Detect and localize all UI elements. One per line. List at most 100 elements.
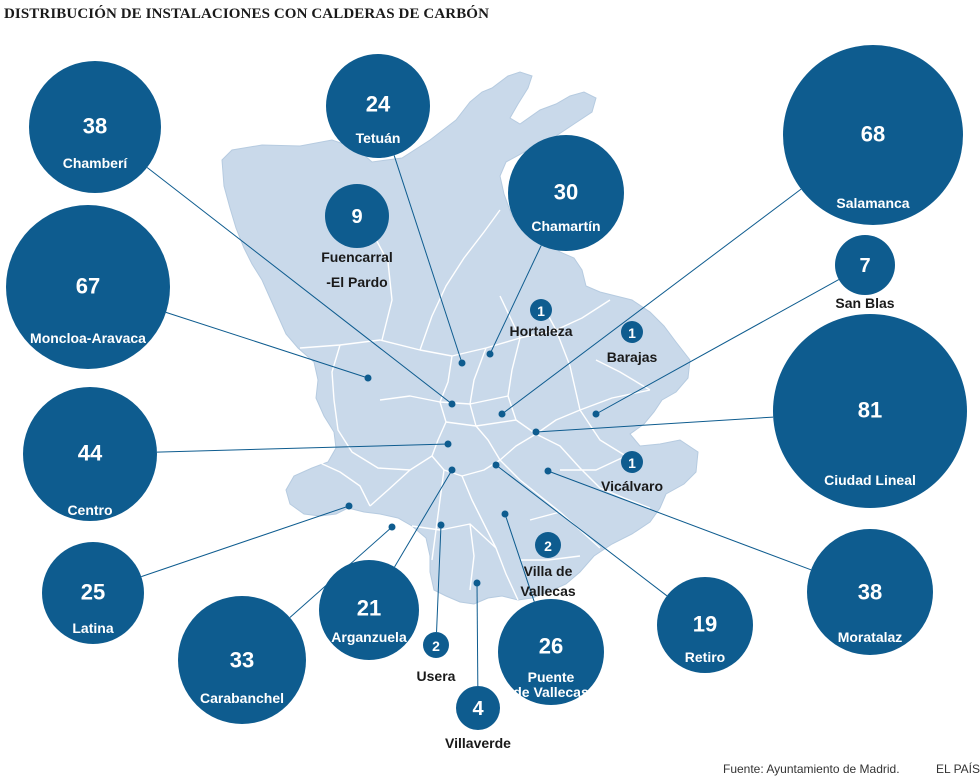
location-dot-moncloa-aravaca bbox=[364, 374, 372, 382]
leader-line-moratalaz bbox=[547, 470, 812, 571]
label-moncloa-aravaca: Moncloa-Aravaca bbox=[30, 330, 146, 346]
district-arganzuela: 21 Arganzuela bbox=[319, 560, 419, 660]
district-salamanca: 68 Salamanca bbox=[783, 45, 963, 225]
district-barajas: 1 Barajas bbox=[607, 321, 658, 365]
label-barajas: Barajas bbox=[607, 349, 658, 365]
district-ciudad-lineal: 81 Ciudad Lineal bbox=[773, 314, 967, 508]
label-chamartin: Chamartín bbox=[531, 218, 600, 234]
source-note: Fuente: Ayuntamiento de Madrid. bbox=[723, 762, 900, 776]
label-fuencarral-el-pardo-line2: -El Pardo bbox=[326, 274, 387, 290]
district-bubbles: 38Chamberí24Tetuán30Chamartín68Salamanca… bbox=[6, 45, 967, 751]
bubble-villaverde bbox=[456, 686, 500, 730]
label-salamanca: Salamanca bbox=[836, 195, 909, 211]
value-usera: 2 bbox=[432, 638, 440, 654]
leader-line-chamberi bbox=[146, 167, 453, 405]
leader-line-moncloa-aravaca bbox=[165, 311, 369, 379]
location-dot-salamanca bbox=[498, 410, 506, 418]
value-puente-de-vallecas: 26 bbox=[539, 634, 563, 659]
label-latina: Latina bbox=[72, 620, 113, 636]
label-hortaleza: Hortaleza bbox=[509, 323, 572, 339]
district-tetuan: 24 Tetuán bbox=[326, 54, 430, 158]
leader-line-salamanca bbox=[501, 188, 802, 415]
value-ciudad-lineal: 81 bbox=[858, 398, 882, 423]
label-carabanchel: Carabanchel bbox=[200, 690, 284, 706]
value-san-blas: 7 bbox=[859, 255, 870, 277]
district-moratalaz: 38 Moratalaz bbox=[807, 529, 933, 655]
district-san-blas: 7 San Blas bbox=[835, 235, 895, 311]
value-latina: 25 bbox=[81, 580, 105, 605]
bubble-moratalaz bbox=[807, 529, 933, 655]
location-dot-moratalaz bbox=[544, 467, 552, 475]
value-salamanca: 68 bbox=[861, 122, 885, 147]
bubble-moncloa-aravaca bbox=[6, 205, 170, 369]
label-puente-de-vallecas-line1: Puente bbox=[528, 669, 575, 685]
label-ciudad-lineal: Ciudad Lineal bbox=[824, 472, 916, 488]
location-dot-san-blas bbox=[592, 410, 600, 418]
district-retiro: 19 Retiro bbox=[657, 577, 753, 673]
bubble-ciudad-lineal bbox=[773, 314, 967, 508]
label-tetuan: Tetuán bbox=[356, 130, 401, 146]
location-dot-retiro bbox=[492, 461, 500, 469]
label-centro: Centro bbox=[67, 502, 112, 518]
bubble-retiro bbox=[657, 577, 753, 673]
label-san-blas: San Blas bbox=[835, 295, 894, 311]
district-centro: 44 Centro bbox=[23, 387, 157, 521]
bubble-usera bbox=[423, 632, 449, 658]
district-chamartin: 30 Chamartín bbox=[508, 135, 624, 251]
leader-line-puente-de-vallecas bbox=[504, 513, 535, 602]
value-villaverde: 4 bbox=[472, 698, 484, 720]
bubble-puente-de-vallecas bbox=[498, 599, 604, 705]
value-vicalvaro: 1 bbox=[628, 455, 636, 471]
value-barajas: 1 bbox=[628, 325, 636, 341]
district-moncloa-aravaca: 67 Moncloa-Aravaca bbox=[6, 205, 170, 369]
bubble-san-blas bbox=[835, 235, 895, 295]
label-vicalvaro: Vicálvaro bbox=[601, 478, 663, 494]
bubble-villa-de-vallecas bbox=[535, 532, 561, 558]
bubble-centro bbox=[23, 387, 157, 521]
district-hortaleza: 1 Hortaleza bbox=[509, 299, 573, 339]
value-tetuan: 24 bbox=[366, 92, 391, 117]
value-moratalaz: 38 bbox=[858, 580, 882, 605]
leader-line-villaverde bbox=[476, 582, 479, 687]
location-dot-arganzuela bbox=[448, 466, 456, 474]
bubble-tetuan bbox=[326, 54, 430, 158]
district-latina: 25 Latina bbox=[42, 542, 144, 644]
leader-line-centro bbox=[156, 443, 449, 453]
bubble-carabanchel bbox=[178, 596, 306, 724]
leader-line-tetuan bbox=[393, 155, 463, 364]
bubble-chamartin bbox=[508, 135, 624, 251]
district-carabanchel: 33 Carabanchel bbox=[178, 596, 306, 724]
leader-line-arganzuela bbox=[394, 469, 453, 568]
label-villa-de-vallecas-line1: Villa de bbox=[524, 563, 573, 579]
location-dot-villaverde bbox=[473, 579, 481, 587]
location-dot-centro bbox=[444, 440, 452, 448]
leader-line-latina bbox=[141, 505, 350, 578]
location-dot-ciudad-lineal bbox=[532, 428, 540, 436]
value-chamartin: 30 bbox=[554, 180, 578, 205]
district-vicalvaro: 1 Vicálvaro bbox=[601, 451, 663, 494]
label-retiro: Retiro bbox=[685, 649, 725, 665]
label-arganzuela: Arganzuela bbox=[331, 629, 407, 645]
leader-lines bbox=[141, 155, 839, 687]
location-dot-chamartin bbox=[486, 350, 494, 358]
location-dot-tetuan bbox=[458, 359, 466, 367]
bubble-chamberi bbox=[29, 61, 161, 193]
location-dot-chamberi bbox=[448, 400, 456, 408]
map-title: DISTRIBUCIÓN DE INSTALACIONES CON CALDER… bbox=[4, 6, 490, 22]
bubble-latina bbox=[42, 542, 144, 644]
district-villa-de-vallecas: 2 Villa de Vallecas bbox=[520, 532, 576, 599]
district-fuencarral-el-pardo: 9 Fuencarral -El Pardo bbox=[321, 184, 393, 290]
publisher-credit: EL PAÍS bbox=[936, 762, 980, 776]
location-dot-puente-de-vallecas bbox=[501, 510, 509, 518]
label-villa-de-vallecas-line2: Vallecas bbox=[520, 583, 575, 599]
location-dot-carabanchel bbox=[388, 523, 396, 531]
value-chamberi: 38 bbox=[83, 114, 107, 139]
leader-line-usera bbox=[436, 524, 442, 633]
label-usera: Usera bbox=[417, 668, 456, 684]
leader-line-ciudad-lineal bbox=[535, 416, 774, 433]
bubble-barajas bbox=[621, 321, 643, 343]
label-chamberi: Chamberí bbox=[63, 155, 129, 171]
bubble-salamanca bbox=[783, 45, 963, 225]
